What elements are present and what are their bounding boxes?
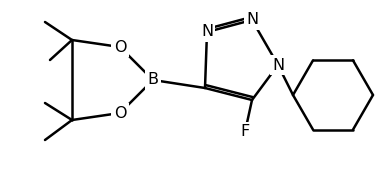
Text: O: O <box>114 105 126 121</box>
Text: O: O <box>114 40 126 54</box>
Text: N: N <box>246 13 258 27</box>
Text: B: B <box>147 72 158 88</box>
Text: N: N <box>272 57 284 72</box>
Text: F: F <box>240 125 250 139</box>
Text: N: N <box>201 24 213 40</box>
